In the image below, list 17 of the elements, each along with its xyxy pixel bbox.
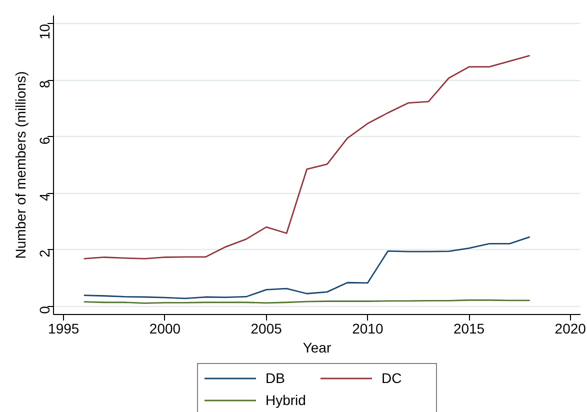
x-tick-label: 2010 <box>352 320 384 336</box>
y-tick-label: 6 <box>36 136 52 145</box>
y-axis-title: Number of members (millions) <box>12 71 28 259</box>
x-tick-label: 2015 <box>453 320 485 336</box>
y-tick-label: 8 <box>36 80 52 88</box>
x-axis-title: Year <box>302 340 332 356</box>
y-tick-label: 4 <box>36 192 52 201</box>
y-tick-label: 2 <box>36 249 52 258</box>
legend-label: DC <box>382 370 403 386</box>
x-tick-label: 1995 <box>48 320 80 336</box>
x-tick-label: 2005 <box>250 320 282 336</box>
legend-label: DB <box>266 370 286 386</box>
x-tick-label: 2000 <box>149 320 181 336</box>
x-tick-label: 2020 <box>554 320 586 336</box>
y-tick-label: 10 <box>36 24 52 40</box>
y-tick-label: 0 <box>36 306 52 314</box>
legend-label: Hybrid <box>266 392 307 408</box>
